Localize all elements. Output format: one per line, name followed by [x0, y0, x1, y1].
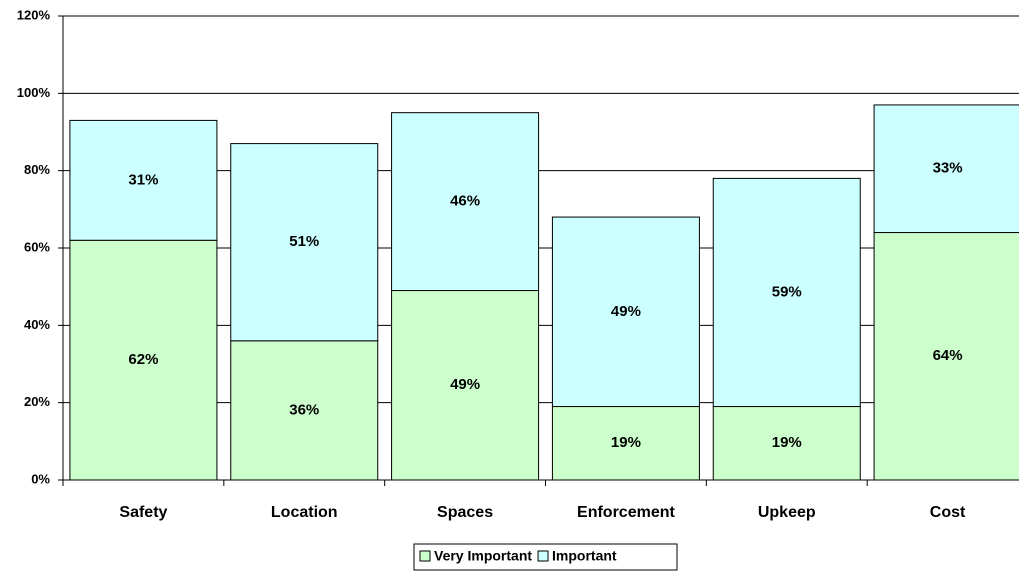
bar-segment — [712, 177, 861, 408]
x-tick-label: Cost — [930, 504, 966, 521]
data-label: 31% — [128, 171, 158, 188]
bar-segment — [873, 104, 1019, 234]
data-label: 64% — [933, 347, 963, 364]
bar-segment — [230, 340, 379, 481]
x-tick-label: Enforcement — [577, 504, 675, 521]
data-label: 36% — [289, 401, 319, 418]
data-label: 19% — [611, 434, 641, 451]
x-tick-label: Spaces — [437, 504, 493, 521]
bar-segment — [391, 290, 540, 481]
bar-segment — [391, 112, 540, 292]
bar-segment — [551, 216, 700, 408]
bar-segment — [69, 239, 218, 481]
y-tick-label: 0% — [31, 471, 50, 486]
bar-segment — [551, 406, 700, 481]
y-tick-label: 80% — [24, 162, 50, 177]
data-label: 33% — [933, 160, 963, 177]
data-label: 46% — [450, 193, 480, 210]
x-tick-label: Safety — [119, 504, 167, 521]
x-tick-label: Location — [271, 504, 338, 521]
data-label: 62% — [128, 351, 158, 368]
data-label: 49% — [450, 376, 480, 393]
y-tick-label: 100% — [17, 85, 51, 100]
data-label: 59% — [772, 283, 802, 300]
bar-segment — [230, 143, 379, 342]
bar-segment — [69, 119, 218, 241]
bar-segment — [712, 406, 861, 481]
legend-label: Very Important — [434, 548, 532, 564]
bar-segment — [873, 232, 1019, 481]
x-tick-label: Upkeep — [758, 504, 816, 521]
y-tick-label: 20% — [24, 394, 50, 409]
y-tick-label: 40% — [24, 317, 50, 332]
y-tick-label: 120% — [17, 7, 51, 22]
data-label: 49% — [611, 303, 641, 320]
legend-swatch — [537, 550, 549, 562]
data-label: 19% — [772, 434, 802, 451]
data-label: 51% — [289, 233, 319, 250]
y-tick-label: 60% — [24, 239, 50, 254]
legend-label: Important — [552, 548, 617, 564]
legend-swatch — [419, 550, 431, 562]
